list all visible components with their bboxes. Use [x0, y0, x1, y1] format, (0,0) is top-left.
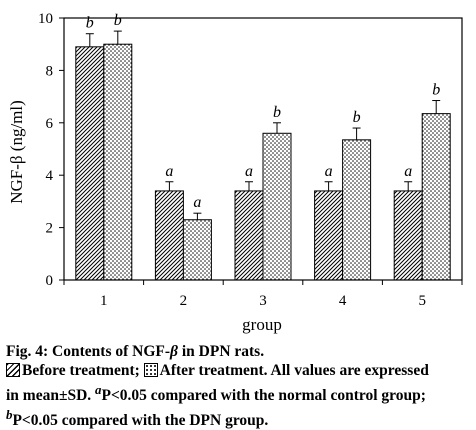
significance-label-1-before: b — [86, 15, 94, 32]
plot-area: b b 1 a a 2 a b 3 a b 4 a b 5 0 2 4 6 8 10 — [38, 11, 463, 309]
bar-group-1-after — [103, 43, 133, 281]
caption-sup-b: b — [6, 407, 13, 423]
y-tick-label: 4 — [46, 168, 54, 184]
significance-label-4-after: b — [353, 109, 361, 126]
bar-group-2-before — [154, 190, 184, 281]
significance-label-5-before: a — [404, 163, 412, 180]
caption-note-a: P<0.05 compared with the normal control … — [101, 387, 426, 405]
bar-group-4-before — [314, 190, 344, 281]
x-tick-label: 2 — [180, 293, 188, 309]
significance-label-3-after: b — [273, 104, 281, 121]
caption-fig-tail: in DPN rats. — [177, 343, 265, 360]
caption-note-b: P<0.05 compared with the DPN group. — [12, 412, 269, 430]
y-tick-label: 2 — [46, 221, 54, 237]
significance-label-3-before: a — [245, 163, 253, 180]
x-tick-label: 3 — [259, 293, 267, 309]
bar-group-1-before — [75, 46, 105, 281]
legend-label-before: Before treatment; — [22, 362, 144, 379]
bar-group-3-after — [262, 132, 292, 281]
y-axis-title: NGF-β (ng/ml) — [7, 100, 26, 204]
caption-line-3: in mean±SD. aP<0.05 compared with the no… — [6, 380, 472, 405]
x-axis-title: group — [242, 315, 282, 334]
significance-label-5-after: b — [432, 82, 440, 99]
y-tick-label: 10 — [38, 11, 53, 27]
x-tick-label: 5 — [418, 293, 426, 309]
legend-label-after: After treatment. All values are expresse… — [159, 362, 429, 379]
legend-swatch-after — [143, 363, 158, 377]
significance-label-2-after: a — [193, 194, 201, 211]
caption-title: Fig. 4: Contents of NGF-β in DPN rats. — [6, 342, 472, 361]
figure-caption: Fig. 4: Contents of NGF-β in DPN rats. B… — [6, 342, 472, 430]
y-tick-label: 0 — [46, 273, 54, 289]
caption-stat-note: in mean±SD. — [6, 387, 96, 405]
caption-sup-a: a — [95, 382, 102, 397]
bar-group-2-after — [182, 219, 212, 281]
x-tick-label: 1 — [100, 293, 108, 309]
bar-group-5-after — [421, 113, 451, 281]
caption-beta-symbol: β — [170, 343, 178, 360]
significance-label-1-after: b — [114, 12, 122, 29]
caption-line-4: bP<0.05 compared with the DPN group. — [6, 405, 472, 430]
caption-legend: Before treatment; After treatment. All v… — [6, 361, 472, 380]
bar-group-3-before — [234, 190, 264, 281]
y-tick-label: 8 — [46, 63, 54, 79]
bar-chart: b b 1 a a 2 a b 3 a b 4 a b 5 0 2 4 6 8 10 NGF-β (ng/ml) gro… — [7, 11, 463, 334]
y-tick-label: 6 — [46, 116, 54, 132]
plot-frame — [63, 17, 463, 281]
bar-group-4-after — [342, 139, 372, 281]
legend-swatch-before — [6, 363, 20, 377]
bar-group-5-before — [393, 190, 423, 281]
caption-fig-label: Fig. 4: Contents of NGF- — [6, 343, 171, 360]
significance-label-2-before: a — [165, 163, 173, 180]
significance-label-4-before: a — [325, 163, 333, 180]
x-tick-label: 4 — [339, 293, 347, 309]
